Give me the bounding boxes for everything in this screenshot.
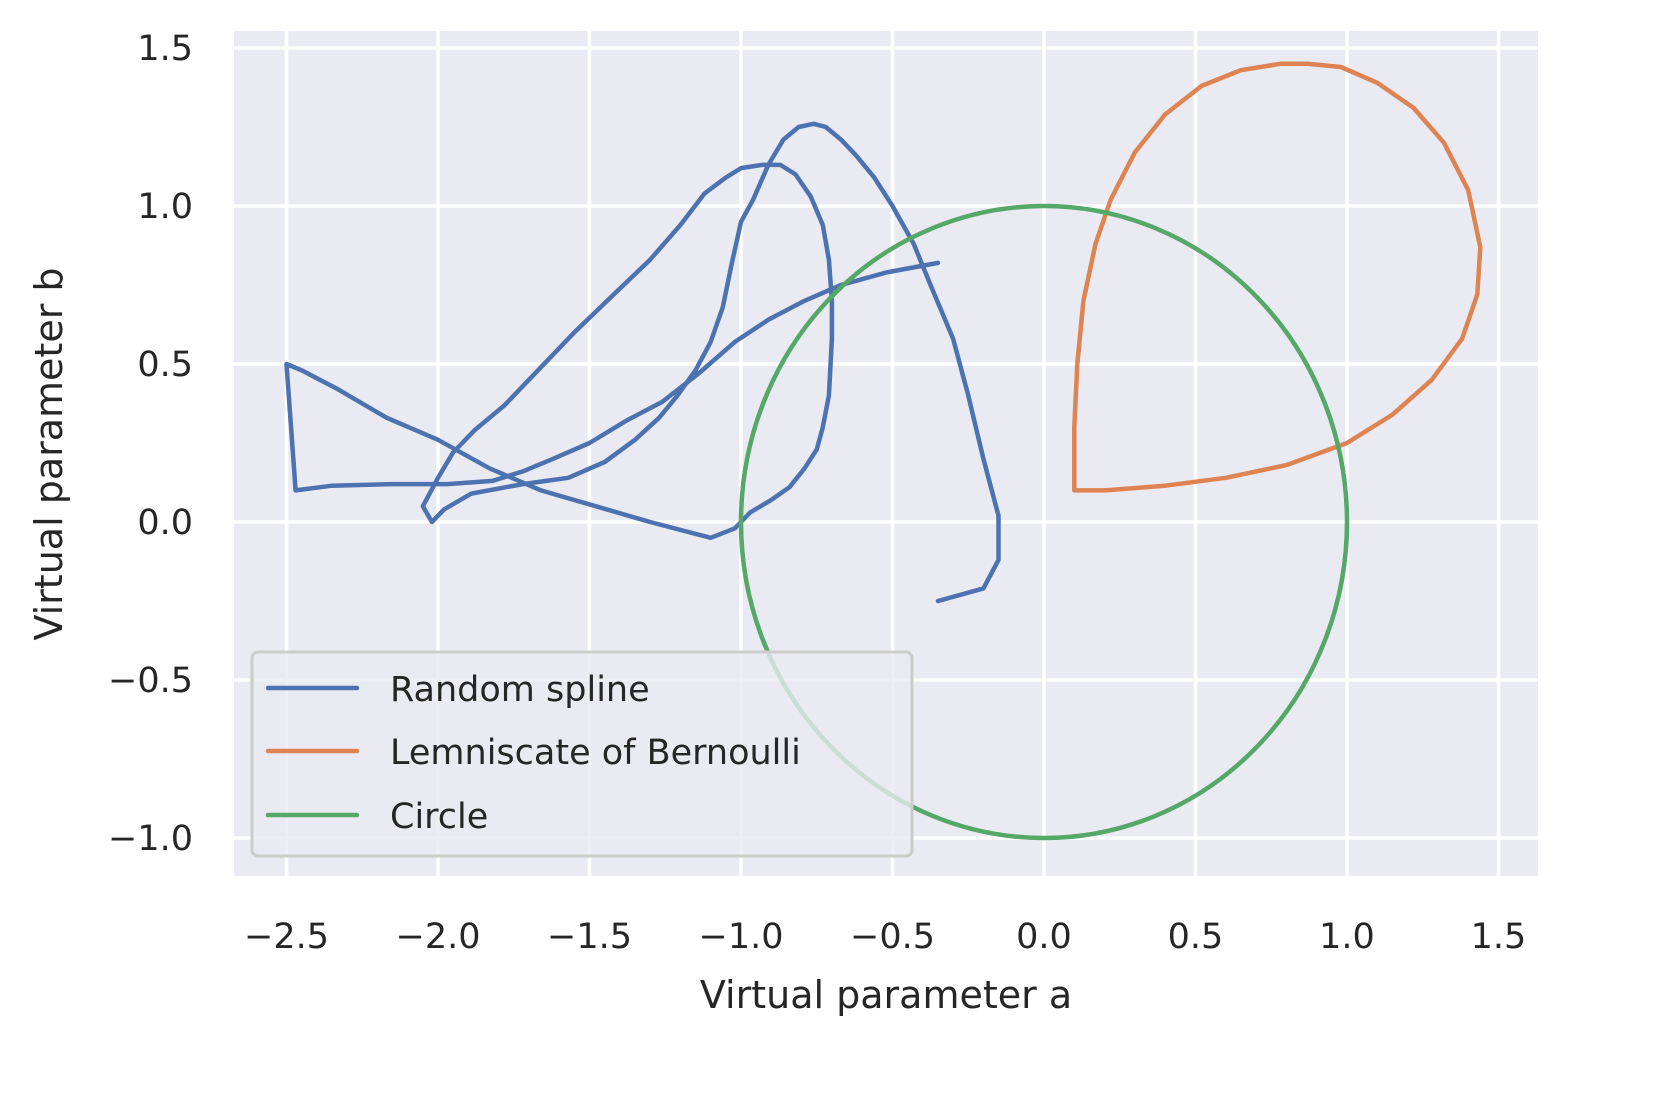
series-layer [284, 61, 1483, 841]
series-circle [738, 203, 1350, 841]
y-tick-label: 0.0 [137, 503, 193, 543]
x-tick-label: 0.5 [1168, 917, 1224, 957]
x-tick-label: −1.0 [699, 917, 784, 957]
legend-label-lemniscate: Lemniscate of Bernoulli [390, 733, 801, 773]
y-tick-label: 1.0 [137, 187, 193, 227]
legend-label-circle: Circle [390, 797, 488, 837]
y-tick-label: 0.5 [137, 345, 193, 385]
series-random-spline [284, 121, 1001, 604]
x-tick-label: 1.5 [1471, 917, 1527, 957]
y-tick-label: −1.0 [108, 819, 193, 859]
x-tick-label: −2.0 [396, 917, 481, 957]
x-tick-label: −1.5 [547, 917, 632, 957]
x-tick-label: 0.0 [1016, 917, 1072, 957]
y-tick-label: 1.5 [137, 29, 193, 69]
y-tick-label: −0.5 [108, 661, 193, 701]
legend-label-random-spline: Random spline [390, 670, 650, 710]
legend: Random spline Lemniscate of Bernoulli Ci… [250, 650, 914, 858]
y-axis-label: Virtual parameter b [27, 267, 71, 640]
x-axis-label: Virtual parameter a [700, 973, 1072, 1017]
x-tick-label: −2.5 [244, 917, 329, 957]
legend-box [250, 650, 914, 858]
x-tick-label: 1.0 [1319, 917, 1375, 957]
x-tick-label: −0.5 [850, 917, 935, 957]
y-axis-ticks: −1.0 −0.5 0.0 0.5 1.0 1.5 [108, 29, 193, 859]
x-axis-ticks: −2.5 −2.0 −1.5 −1.0 −0.5 0.0 0.5 1.0 1.5 [244, 917, 1526, 957]
series-lemniscate-of-bernoulli [1072, 61, 1483, 493]
